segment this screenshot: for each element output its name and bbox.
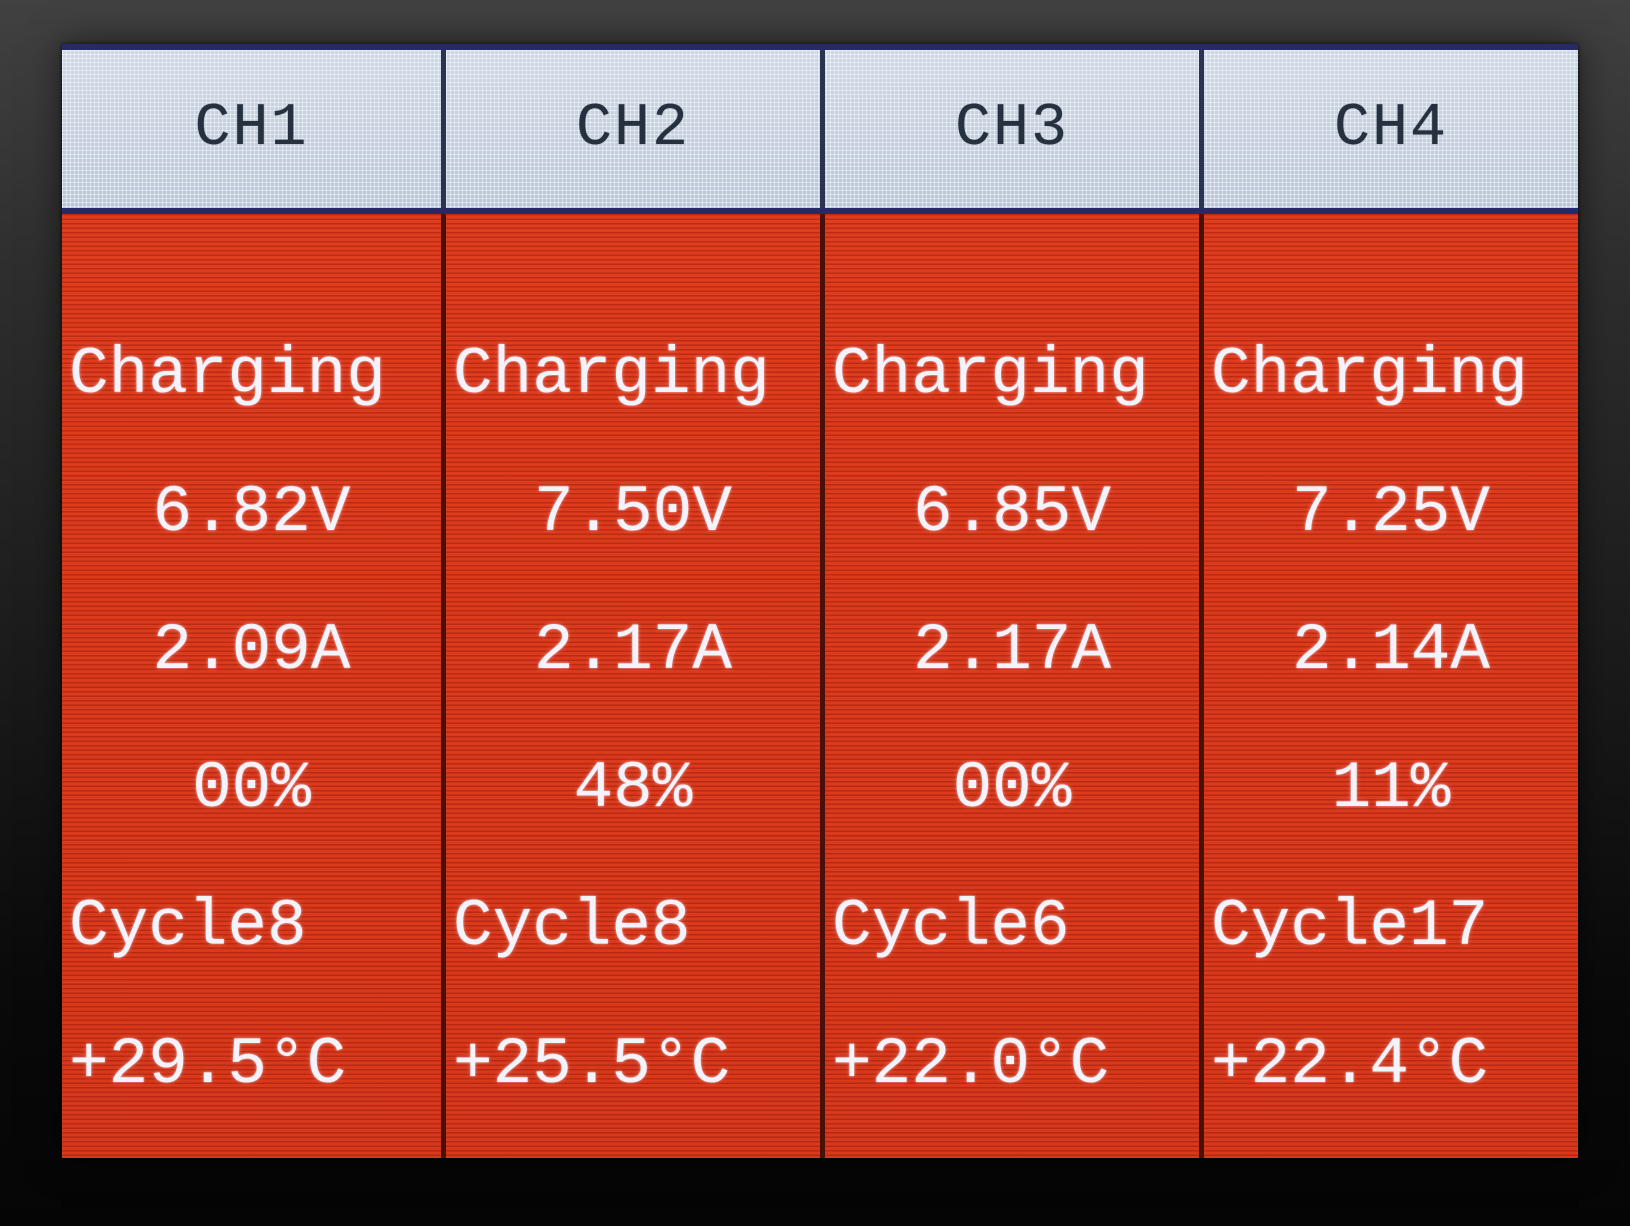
voltage-row: 7.50V — [446, 444, 820, 582]
cycle-row: Cycle6 — [825, 858, 1199, 996]
percent-text: 11% — [1331, 751, 1451, 826]
temperature-row: +22.4°C — [1204, 996, 1578, 1134]
percent-row: 48% — [446, 720, 820, 858]
status-row: Charging — [1204, 306, 1578, 444]
channel-header-ch4: CH4 — [1199, 50, 1578, 208]
current-row: 2.17A — [825, 582, 1199, 720]
current-text: 2.09A — [152, 613, 351, 688]
current-row: 2.09A — [62, 582, 441, 720]
channel-panel-ch2: Charging 7.50V 2.17A 48% Cycle8 +25.5°C — [441, 214, 820, 1158]
cycle-row: Cycle8 — [62, 858, 441, 996]
temperature-text: +22.0°C — [832, 1027, 1110, 1102]
voltage-text: 6.85V — [912, 475, 1112, 550]
cycle-row: Cycle8 — [446, 858, 820, 996]
voltage-row: 6.82V — [62, 444, 441, 582]
screen-top-edge-line — [62, 44, 1578, 50]
temperature-row: +25.5°C — [446, 996, 820, 1134]
cycle-text: Cycle6 — [832, 889, 1070, 964]
cycle-text: Cycle17 — [1211, 889, 1489, 964]
temperature-row: +22.0°C — [825, 996, 1199, 1134]
temperature-text: +29.5°C — [69, 1027, 347, 1102]
status-text: Charging — [453, 337, 770, 412]
current-text: 2.17A — [912, 613, 1112, 688]
current-row: 2.14A — [1204, 582, 1578, 720]
voltage-row: 6.85V — [825, 444, 1199, 582]
percent-row: 00% — [825, 720, 1199, 858]
channel-panel-ch3: Charging 6.85V 2.17A 00% Cycle6 +22.0°C — [820, 214, 1199, 1158]
channel-label: CH4 — [1333, 95, 1449, 163]
status-row: Charging — [446, 306, 820, 444]
status-text: Charging — [832, 337, 1149, 412]
status-text: Charging — [69, 337, 386, 412]
voltage-row: 7.25V — [1204, 444, 1578, 582]
channel-header-row: CH1 CH2 CH3 CH4 — [62, 50, 1578, 208]
status-text: Charging — [1211, 337, 1528, 412]
percent-row: 11% — [1204, 720, 1578, 858]
charger-lcd-screen: CH1 CH2 CH3 CH4 Charging 6.82V 2.09A 00%… — [62, 44, 1578, 1158]
status-row: Charging — [825, 306, 1199, 444]
temperature-text: +22.4°C — [1211, 1027, 1489, 1102]
temperature-text: +25.5°C — [453, 1027, 731, 1102]
percent-row: 00% — [62, 720, 441, 858]
channel-label: CH3 — [954, 95, 1070, 163]
cycle-text: Cycle8 — [69, 889, 307, 964]
current-row: 2.17A — [446, 582, 820, 720]
channel-header-ch3: CH3 — [820, 50, 1199, 208]
channel-header-ch2: CH2 — [441, 50, 820, 208]
channel-data-row: Charging 6.82V 2.09A 00% Cycle8 +29.5°C … — [62, 214, 1578, 1158]
voltage-text: 7.25V — [1291, 475, 1491, 550]
channel-header-ch1: CH1 — [62, 50, 441, 208]
percent-text: 00% — [192, 751, 311, 826]
percent-text: 00% — [952, 751, 1072, 826]
channel-label: CH2 — [575, 95, 691, 163]
percent-text: 48% — [573, 751, 693, 826]
cycle-row: Cycle17 — [1204, 858, 1578, 996]
header-bottom-separator — [62, 208, 1578, 214]
channel-label: CH1 — [194, 95, 309, 163]
cycle-text: Cycle8 — [453, 889, 691, 964]
channel-panel-ch1: Charging 6.82V 2.09A 00% Cycle8 +29.5°C — [62, 214, 441, 1158]
status-row: Charging — [62, 306, 441, 444]
voltage-text: 7.50V — [533, 475, 733, 550]
current-text: 2.14A — [1291, 613, 1491, 688]
temperature-row: +29.5°C — [62, 996, 441, 1134]
current-text: 2.17A — [533, 613, 733, 688]
voltage-text: 6.82V — [152, 475, 351, 550]
channel-panel-ch4: Charging 7.25V 2.14A 11% Cycle17 +22.4°C — [1199, 214, 1578, 1158]
